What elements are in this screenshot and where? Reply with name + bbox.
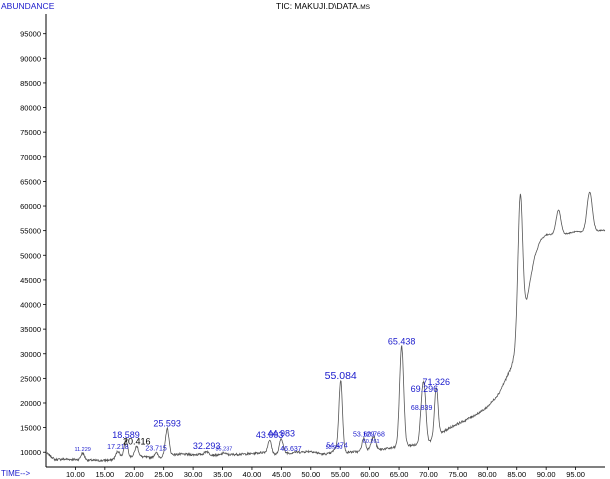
y-tick-label: 60000 xyxy=(20,202,41,211)
x-tick-label: 20.00 xyxy=(125,470,144,479)
y-tick-label: 85000 xyxy=(20,79,41,88)
x-tick-label: 90.00 xyxy=(537,470,556,479)
peak-label: 46.637 xyxy=(280,446,302,453)
y-tick-label: 40000 xyxy=(20,301,41,310)
peak-label: 44.983 xyxy=(268,428,296,438)
peak-label: 23.715 xyxy=(145,446,167,453)
peak-label: 53.950 xyxy=(326,445,343,451)
y-tick-label: 80000 xyxy=(20,104,41,113)
peak-label: 53.129 xyxy=(353,431,375,438)
y-tick-label: 75000 xyxy=(20,128,41,137)
peak-label: 71.326 xyxy=(423,377,451,387)
peak-label: 35.237 xyxy=(216,447,233,453)
x-tick-label: 60.00 xyxy=(360,470,379,479)
x-tick-label: 10.00 xyxy=(66,470,85,479)
y-tick-label: 90000 xyxy=(20,54,41,63)
chart-title-main: TIC: MAKUJI.D\DATA. xyxy=(276,1,360,11)
x-tick-label: 75.00 xyxy=(449,470,468,479)
peak-label: 54.474 xyxy=(326,442,348,449)
chart-title-suffix: MS xyxy=(360,4,370,11)
peak-label: 68.839 xyxy=(411,405,433,412)
x-tick-label: 95.00 xyxy=(566,470,585,479)
peak-label: 69.296 xyxy=(411,384,439,394)
y-tick-label: 30000 xyxy=(20,350,41,359)
peak-label: 11.229 xyxy=(74,447,90,453)
chart-title: TIC: MAKUJI.D\DATA.MS xyxy=(276,1,371,11)
x-tick-label: 45.00 xyxy=(272,470,291,479)
peak-label: 32.293 xyxy=(193,441,221,451)
y-tick-label: 10000 xyxy=(20,448,41,457)
y-axis-label: ABUNDANCE xyxy=(1,1,55,11)
x-axis-label: TIME--> xyxy=(1,469,30,478)
y-tick-label: 35000 xyxy=(20,325,41,334)
y-tick-label: 50000 xyxy=(20,251,41,260)
x-tick-label: 55.00 xyxy=(331,470,350,479)
peak-label: 43.003 xyxy=(256,430,284,440)
peak-label: 17.218 xyxy=(107,444,129,451)
x-tick-label: 40.00 xyxy=(243,470,262,479)
y-tick-label: 65000 xyxy=(20,177,41,186)
axes xyxy=(45,14,605,468)
tic-line xyxy=(45,191,606,463)
y-tick-label: 70000 xyxy=(20,153,41,162)
y-tick-label: 25000 xyxy=(20,374,41,383)
peak-label: 65.438 xyxy=(388,336,416,346)
tic-trace xyxy=(45,191,606,463)
x-tick-label: 65.00 xyxy=(390,470,409,479)
peak-label: 60.261 xyxy=(363,439,380,445)
y-tick-label: 15000 xyxy=(20,424,41,433)
x-tick-label: 15.00 xyxy=(95,470,114,479)
y-axis-ticks: 10000 15000 20000 25000 30000 35000 40000 45000… xyxy=(20,30,46,457)
y-tick-label: 20000 xyxy=(20,399,41,408)
x-tick-label: 85.00 xyxy=(507,470,526,479)
x-tick-label: 30.00 xyxy=(184,470,203,479)
y-tick-label: 55000 xyxy=(20,227,41,236)
peak-label: 20.416 xyxy=(123,436,151,446)
x-axis-ticks: 10.00 15.00 20.00 25.00 30.00 35.00 40.00 45.00… xyxy=(66,467,585,479)
y-tick-label: 95000 xyxy=(20,30,41,39)
peak-label: 60.768 xyxy=(363,431,385,438)
peak-label: 25.593 xyxy=(153,419,181,429)
x-tick-label: 70.00 xyxy=(419,470,438,479)
y-tick-label: 45000 xyxy=(20,276,41,285)
peak-label: 18.589 xyxy=(112,430,140,440)
x-tick-label: 35.00 xyxy=(213,470,232,479)
x-tick-label: 80.00 xyxy=(478,470,497,479)
x-tick-label: 25.00 xyxy=(154,470,173,479)
peak-label: 55.084 xyxy=(325,370,357,382)
chart-header: ABUNDANCE TIC: MAKUJI.D\DATA.MS xyxy=(1,1,371,11)
x-tick-label: 50.00 xyxy=(301,470,320,479)
